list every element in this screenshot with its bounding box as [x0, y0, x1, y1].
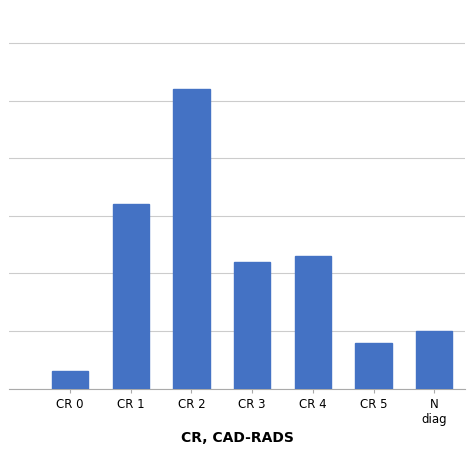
Bar [416, 331, 452, 389]
Bar [234, 262, 270, 389]
Bar [173, 89, 210, 389]
Bar [52, 372, 88, 389]
X-axis label: CR, CAD-RADS: CR, CAD-RADS [181, 431, 293, 445]
Bar [356, 343, 392, 389]
Bar [113, 204, 149, 389]
Bar [295, 256, 331, 389]
